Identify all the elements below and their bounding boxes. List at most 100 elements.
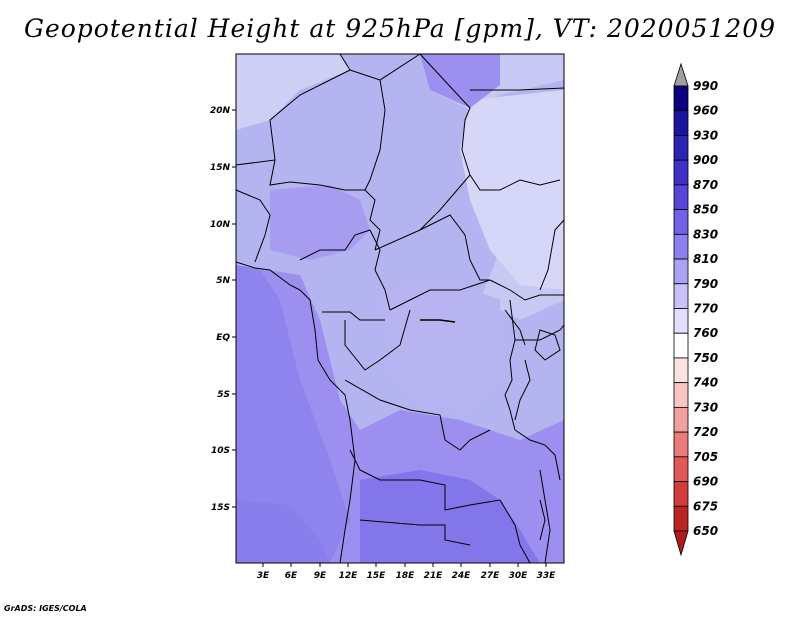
colorbar-swatch	[673, 110, 689, 136]
colorbar-swatch	[673, 505, 689, 532]
shade-nigeria-mid	[270, 185, 370, 260]
colorbar-swatch	[673, 209, 689, 235]
colorbar-label: 900	[693, 153, 718, 167]
colorbar-label: 650	[693, 524, 718, 538]
map-title: Geopotential Height at 925hPa [gpm], VT:…	[23, 14, 777, 43]
lon-label: 30E	[509, 571, 529, 581]
border-chad-car	[369, 229, 391, 311]
lat-label: 10S	[211, 446, 230, 456]
congo-river	[420, 319, 456, 323]
colorbar-label: 675	[693, 499, 718, 513]
colorbar-label: 870	[693, 178, 718, 192]
lon-label: 9E	[314, 571, 327, 581]
colorbar-swatch	[673, 481, 689, 507]
lon-label: 21E	[424, 571, 444, 581]
lon-label: 27E	[481, 571, 501, 581]
colorbar-swatch	[673, 382, 689, 408]
colorbar-label: 750	[693, 351, 718, 365]
colorbar-label: 790	[693, 277, 718, 291]
colorbar-label: 730	[693, 400, 718, 414]
lat-label: 20N	[210, 106, 231, 116]
border-gabon-cameroon	[322, 311, 385, 321]
border-eritrea	[469, 174, 561, 191]
colorbar-swatch	[673, 258, 689, 285]
lat-label: 15N	[210, 163, 231, 173]
colorbar-label: 930	[693, 128, 718, 142]
colorbar-label: 720	[693, 425, 718, 439]
colorbar-label: 740	[693, 376, 718, 390]
colorbar-boxes	[673, 85, 689, 532]
coast-atlantic	[299, 289, 356, 564]
lon-label: 3E	[257, 571, 270, 581]
colorbar-label: 850	[693, 203, 718, 217]
border-zambia-zimbabwe	[499, 499, 531, 564]
colorbar-swatch	[673, 357, 689, 384]
colorbar-label: 960	[693, 104, 718, 118]
lake-victoria	[534, 329, 561, 361]
colorbar-swatch	[673, 85, 689, 112]
border-sudan-car	[419, 214, 490, 281]
colorbar-swatch	[673, 159, 689, 186]
colorbar-swatch	[673, 184, 689, 211]
lon-label: 12E	[339, 571, 359, 581]
border-libya-chad	[379, 53, 421, 81]
shade-light-region	[236, 54, 564, 320]
colorbar-label: 770	[693, 302, 718, 316]
colorbar-swatch	[673, 233, 689, 260]
border-nigeria-cameroon	[299, 229, 371, 261]
border-malawi-mozambique	[539, 469, 551, 564]
lon-label: 24E	[452, 571, 472, 581]
border-algeria-mali	[235, 53, 351, 166]
lat-ticks	[232, 109, 236, 508]
border-niger-south	[269, 159, 381, 251]
colorbar-label: 705	[693, 450, 718, 464]
colorbar-swatch	[673, 308, 689, 334]
map-panel: 20N 15N 10N 5N EQ 5S 10S 15S 3E 6E 9E 12…	[210, 53, 565, 581]
coast-west-africa	[235, 261, 301, 291]
coast-somalia	[539, 219, 565, 291]
country-borders	[235, 53, 565, 564]
colorbar-label: 830	[693, 227, 718, 241]
border-angola-zambia	[349, 449, 501, 511]
colorbar-labels: 990 960 930 900 870 850 830 810 790 770 760 750 740 7…	[693, 79, 718, 538]
border-libya-niger	[349, 69, 386, 191]
grads-credit: GrADS: IGES/COLA	[4, 604, 87, 613]
lake-tanganyika	[514, 359, 531, 421]
border-angola-drc	[344, 379, 491, 451]
lon-label: 6E	[285, 571, 298, 581]
shade-atlantic-dark	[236, 265, 350, 563]
lat-label: 5N	[216, 276, 230, 286]
colorbar-swatch	[673, 406, 689, 433]
lake-malawi	[539, 499, 546, 541]
border-tanzania	[514, 429, 561, 481]
colorbar-swatch	[673, 456, 689, 482]
shade-southwest-dark	[236, 500, 330, 563]
shade-congo-basin	[380, 280, 500, 410]
lat-label: 15S	[211, 503, 230, 513]
border-benin-togo	[235, 189, 271, 263]
border-uganda-kenya	[515, 324, 565, 341]
colorbar-bottom-arrow	[673, 530, 689, 557]
border-chad-sudan	[419, 174, 471, 231]
border-congo	[344, 309, 411, 371]
colorbar-label: 990	[693, 79, 718, 93]
map-frame	[235, 53, 565, 564]
colorbar-label: 690	[693, 475, 718, 489]
shade-sahara-west	[236, 54, 350, 130]
lat-label: 5S	[217, 390, 230, 400]
shade-zambia-darkest	[360, 470, 540, 563]
border-namibia	[359, 519, 471, 546]
colorbar-label: 760	[693, 326, 718, 340]
colorbar-swatch	[673, 283, 689, 309]
lon-label: 18E	[396, 571, 416, 581]
colorbar-top-arrow	[673, 62, 689, 87]
lon-label: 33E	[537, 571, 557, 581]
lat-label: 10N	[210, 220, 231, 230]
shade-horn-region	[460, 90, 564, 290]
colorbar: 990 960 930 900 870 850 830 810 790 770 760 750 740 7…	[673, 62, 718, 557]
lat-label: EQ	[216, 333, 230, 343]
border-egypt-south	[470, 87, 565, 91]
border-egypt-sudan	[419, 53, 471, 176]
border-car-drc	[389, 279, 491, 311]
